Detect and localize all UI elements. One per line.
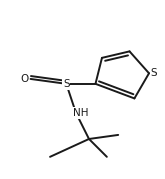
Text: S: S xyxy=(151,68,157,78)
Text: O: O xyxy=(20,74,28,84)
Text: S: S xyxy=(63,79,70,89)
Text: NH: NH xyxy=(73,108,89,118)
